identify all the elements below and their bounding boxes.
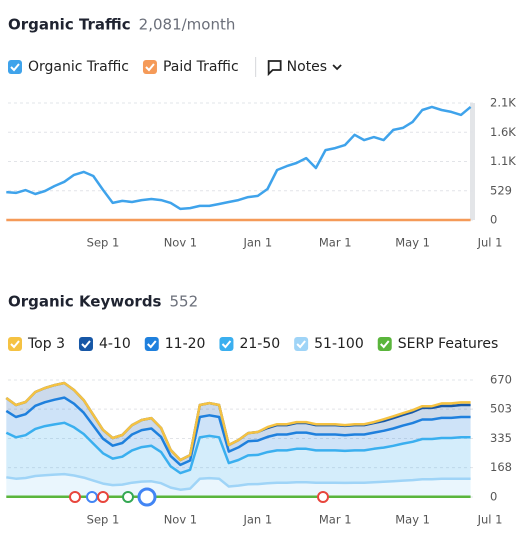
y-tick-label: 1.6K xyxy=(490,125,516,139)
y-tick-label: 0 xyxy=(490,490,497,504)
section-title: Organic Traffic xyxy=(8,16,131,34)
section-title: Organic Keywords xyxy=(8,293,162,311)
x-tick-label: Nov 1 xyxy=(164,236,197,250)
checkmark xyxy=(81,340,91,349)
checkmark xyxy=(10,340,20,349)
notes-icon xyxy=(267,60,282,77)
legend-label: SERP Features xyxy=(398,336,499,352)
area-line xyxy=(5,421,471,475)
legend-checkbox[interactable] xyxy=(8,60,22,74)
y-tick-label: 335 xyxy=(490,431,512,445)
x-tick-label: Mar 1 xyxy=(319,513,352,527)
section-total: 2,081/month xyxy=(139,16,236,34)
area-line xyxy=(5,381,471,462)
x-tick-label: May 1 xyxy=(395,513,430,527)
y-tick-label: 0 xyxy=(490,213,497,227)
x-tick-label: Nov 1 xyxy=(164,513,197,527)
area-line xyxy=(5,396,471,467)
area-fill xyxy=(6,397,471,474)
serp-icons xyxy=(69,487,329,507)
legend-checkbox[interactable] xyxy=(377,337,392,351)
checkmark xyxy=(380,340,390,349)
x-tick-label: May 1 xyxy=(395,236,430,250)
x-tick-label: Jan 1 xyxy=(242,513,272,527)
legend-checkbox[interactable] xyxy=(294,337,309,351)
y-tick-label: 1.1K xyxy=(490,154,516,168)
series-line xyxy=(6,105,472,211)
checkmark xyxy=(296,340,306,349)
legend-label: Organic Traffic xyxy=(28,59,129,75)
notes-button[interactable]: Notes xyxy=(287,59,327,75)
area-line xyxy=(6,472,471,491)
checkmark xyxy=(145,63,155,72)
legend-label: Paid Traffic xyxy=(163,59,239,75)
x-tick-label: Sep 1 xyxy=(87,236,120,250)
section-total: 552 xyxy=(169,293,198,311)
legend-checkbox[interactable] xyxy=(78,337,93,351)
x-tick-label: Jul 1 xyxy=(477,236,503,250)
chevron xyxy=(332,64,342,71)
y-tick-label: 670 xyxy=(490,373,512,387)
y-tick-label: 529 xyxy=(490,183,512,197)
x-tick-label: Jul 1 xyxy=(477,513,503,527)
legend-label: Top 3 xyxy=(27,336,65,352)
legend-label: 4-10 xyxy=(99,336,131,352)
area-fill xyxy=(6,383,471,465)
area-fill xyxy=(6,422,471,490)
legend-checkbox[interactable] xyxy=(142,60,157,74)
legend-checkbox[interactable] xyxy=(219,337,234,351)
legend-label: 21-50 xyxy=(239,336,280,352)
checkmark xyxy=(10,63,20,72)
legend-checkbox[interactable] xyxy=(144,337,159,351)
legend-checkbox[interactable] xyxy=(8,337,22,351)
y-tick-label: 168 xyxy=(490,460,512,474)
checkmark xyxy=(221,340,232,349)
legend-label: 51-100 xyxy=(314,336,364,352)
x-tick-label: Sep 1 xyxy=(87,513,120,527)
area-fill xyxy=(6,474,471,497)
x-tick-label: Mar 1 xyxy=(319,236,352,250)
legend-label: 11-20 xyxy=(165,336,206,352)
x-tick-label: Jan 1 xyxy=(242,236,272,250)
y-tick-label: 503 xyxy=(490,402,512,416)
y-tick-label: 2.1K xyxy=(490,96,516,110)
checkmark xyxy=(147,340,157,349)
